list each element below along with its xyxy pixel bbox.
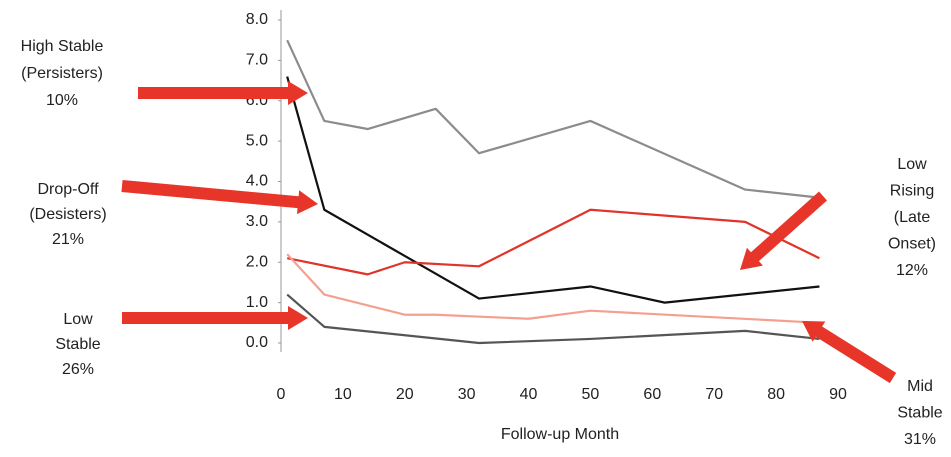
y-tick-label: 4.0 bbox=[246, 173, 268, 190]
x-tick-label: 80 bbox=[767, 386, 785, 403]
arrow bbox=[122, 306, 308, 330]
annotation-text: 26% bbox=[62, 361, 94, 378]
annotation-text: 12% bbox=[896, 262, 928, 279]
annotation-text: (Desisters) bbox=[29, 206, 106, 223]
arrow bbox=[802, 321, 897, 384]
series-line bbox=[286, 39, 820, 199]
x-tick-label: 90 bbox=[829, 386, 847, 403]
annotation-text: Drop-Off bbox=[37, 181, 99, 198]
annotation-text: High Stable bbox=[21, 38, 104, 55]
x-tick-label: 40 bbox=[520, 386, 538, 403]
x-tick-label: 20 bbox=[396, 386, 414, 403]
annotation-text: (Persisters) bbox=[21, 65, 103, 82]
annotation-text: Stable bbox=[897, 405, 942, 422]
series-line bbox=[286, 253, 820, 324]
series-line bbox=[286, 293, 820, 345]
annotation-text: Rising bbox=[890, 183, 934, 200]
y-tick-label: 0.0 bbox=[246, 334, 268, 351]
annotation-text: Mid bbox=[907, 378, 933, 395]
series-line bbox=[286, 76, 820, 304]
annotation-text: 31% bbox=[904, 431, 936, 448]
annotation-text: Low bbox=[63, 311, 93, 328]
x-tick-label: 50 bbox=[582, 386, 600, 403]
arrow bbox=[138, 81, 308, 105]
y-tick-label: 2.0 bbox=[246, 253, 268, 270]
x-tick-label: 10 bbox=[334, 386, 352, 403]
arrow bbox=[740, 191, 827, 270]
x-tick-label: 0 bbox=[277, 386, 286, 403]
y-tick-label: 8.0 bbox=[246, 11, 268, 28]
annotation-text: 21% bbox=[52, 231, 84, 248]
annotation-text: (Late bbox=[894, 209, 931, 226]
annotation-text: Onset) bbox=[888, 236, 936, 253]
y-tick-label: 3.0 bbox=[246, 213, 268, 230]
y-tick-label: 5.0 bbox=[246, 132, 268, 149]
y-tick-label: 1.0 bbox=[246, 294, 268, 311]
annotation-text: 10% bbox=[46, 92, 78, 109]
x-axis-label: Follow-up Month bbox=[501, 426, 619, 443]
series-line bbox=[286, 208, 820, 276]
arrow bbox=[121, 180, 318, 215]
x-tick-label: 70 bbox=[705, 386, 723, 403]
x-tick-label: 30 bbox=[458, 386, 476, 403]
y-tick-label: 7.0 bbox=[246, 52, 268, 69]
annotation-text: Stable bbox=[55, 336, 100, 353]
annotation-text: Low bbox=[897, 156, 927, 173]
x-tick-label: 60 bbox=[643, 386, 661, 403]
